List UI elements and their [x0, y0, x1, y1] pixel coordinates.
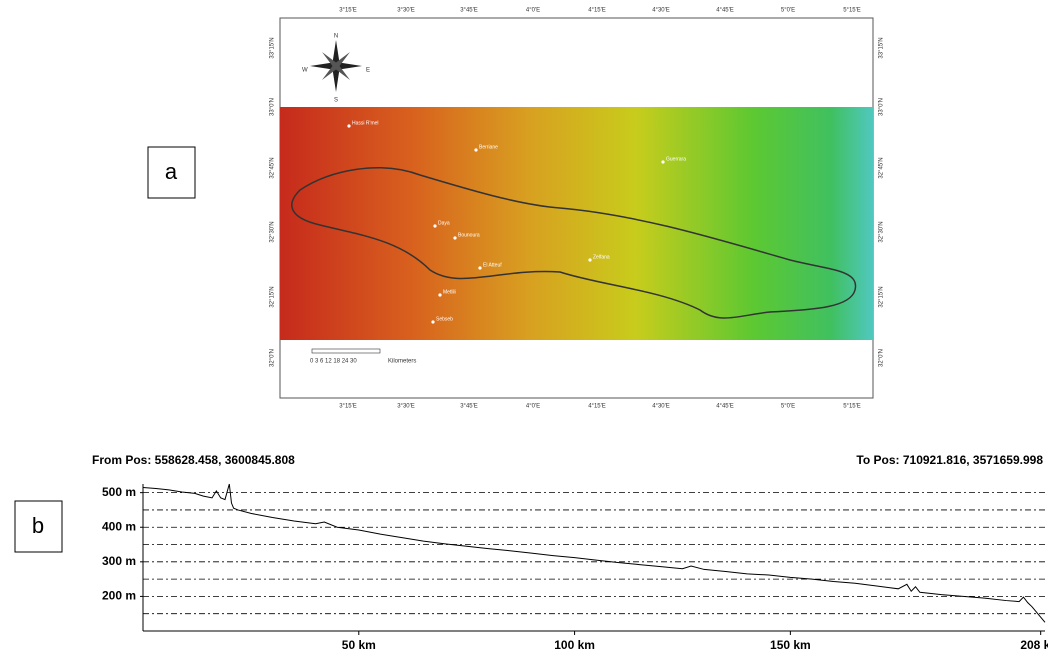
lon-label: 4°0'E	[526, 404, 540, 410]
town-marker	[347, 124, 351, 128]
lon-label: 3°15'E	[339, 404, 357, 410]
town-marker	[453, 236, 457, 240]
dem	[280, 107, 873, 340]
lon-label: 4°45'E	[716, 8, 734, 14]
lat-label: 32°15'N	[879, 286, 885, 307]
town-label: Sebseb	[436, 316, 453, 322]
compass-label: E	[366, 68, 370, 74]
lat-label: 32°0'N	[879, 349, 885, 367]
panel-label: a	[165, 159, 178, 184]
lon-label: 3°30'E	[397, 8, 415, 14]
x-tick-label: 50 km	[342, 638, 376, 652]
lon-label: 3°15'E	[339, 8, 357, 14]
lon-label: 4°0'E	[526, 8, 540, 14]
lat-label: 32°0'N	[270, 349, 276, 367]
lon-label: 4°15'E	[588, 8, 606, 14]
town-label: Hassi R'mel	[352, 120, 379, 126]
town-label: Daya	[438, 220, 450, 226]
scale-numbers: 0 3 6 12 18 24 30	[310, 359, 357, 365]
lat-label: 32°30'N	[270, 221, 276, 242]
lat-label: 32°45'N	[270, 157, 276, 178]
town-label: El Atteuf	[483, 262, 502, 268]
y-tick-label: 500 m	[102, 485, 136, 499]
town-marker	[433, 224, 437, 228]
town-label: Zelfana	[593, 254, 610, 260]
town-marker	[431, 320, 435, 324]
lon-label: 5°15'E	[843, 404, 861, 410]
lon-label: 4°15'E	[588, 404, 606, 410]
scale-unit: Kilometers	[388, 359, 416, 365]
lat-label: 33°15'N	[879, 37, 885, 58]
y-tick-label: 400 m	[102, 519, 136, 533]
compass	[310, 40, 362, 92]
lat-label: 33°15'N	[270, 37, 276, 58]
town-marker	[474, 148, 478, 152]
lon-label: 5°0'E	[781, 8, 795, 14]
label-box	[147, 146, 196, 199]
lon-label: 5°15'E	[843, 8, 861, 14]
town-marker	[438, 293, 442, 297]
y-tick-label: 300 m	[102, 554, 136, 568]
elevation-profile	[142, 483, 1046, 623]
to-pos: To Pos: 710921.816, 3571659.998	[856, 453, 1043, 467]
lon-label: 3°45'E	[460, 404, 478, 410]
compass-label: N	[334, 34, 338, 40]
watershed-boundary	[291, 167, 857, 319]
scale-bar	[311, 348, 381, 354]
town-marker	[478, 266, 482, 270]
town-marker	[661, 160, 665, 164]
compass-label: S	[334, 98, 338, 104]
town-label: Berriane	[479, 144, 498, 150]
x-tick-label: 100 km	[554, 638, 595, 652]
x-tick-label: 150 km	[770, 638, 811, 652]
x-tick-label: 208 km	[1020, 638, 1048, 652]
lon-label: 3°45'E	[460, 8, 478, 14]
town-label: Metlili	[443, 289, 456, 295]
lon-label: 5°0'E	[781, 404, 795, 410]
y-tick-label: 200 m	[102, 589, 136, 603]
lon-label: 4°45'E	[716, 404, 734, 410]
lon-label: 4°30'E	[652, 404, 670, 410]
lat-label: 33°0'N	[270, 98, 276, 116]
town-label: Guerrara	[666, 156, 686, 162]
lat-label: 32°45'N	[879, 157, 885, 178]
town-label: Bounoura	[458, 232, 480, 238]
compass-label: W	[302, 68, 308, 74]
panel-label: b	[32, 513, 44, 538]
lon-label: 4°30'E	[652, 8, 670, 14]
town-marker	[588, 258, 592, 262]
lon-label: 3°30'E	[397, 404, 415, 410]
label-box	[14, 500, 63, 553]
lat-label: 33°0'N	[879, 98, 885, 116]
lat-label: 32°30'N	[879, 221, 885, 242]
from-pos: From Pos: 558628.458, 3600845.808	[92, 453, 295, 467]
lat-label: 32°15'N	[270, 286, 276, 307]
